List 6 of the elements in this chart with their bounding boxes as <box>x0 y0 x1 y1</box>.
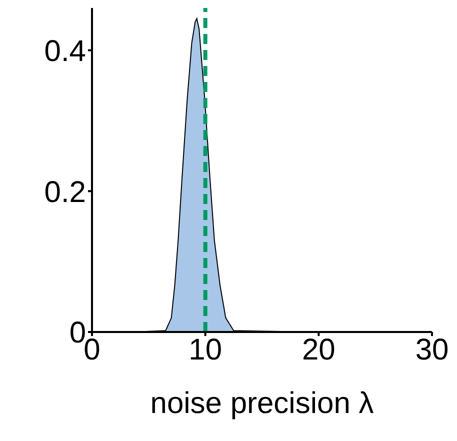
x-axis-title: noise precision λ <box>150 387 374 420</box>
x-tick-label: 20 <box>302 333 336 366</box>
x-tick-label: 10 <box>188 333 222 366</box>
y-tick-label: 0.4 <box>44 34 86 68</box>
x-tick-label: 30 <box>415 333 449 366</box>
y-tick-label: 0.2 <box>44 176 86 209</box>
